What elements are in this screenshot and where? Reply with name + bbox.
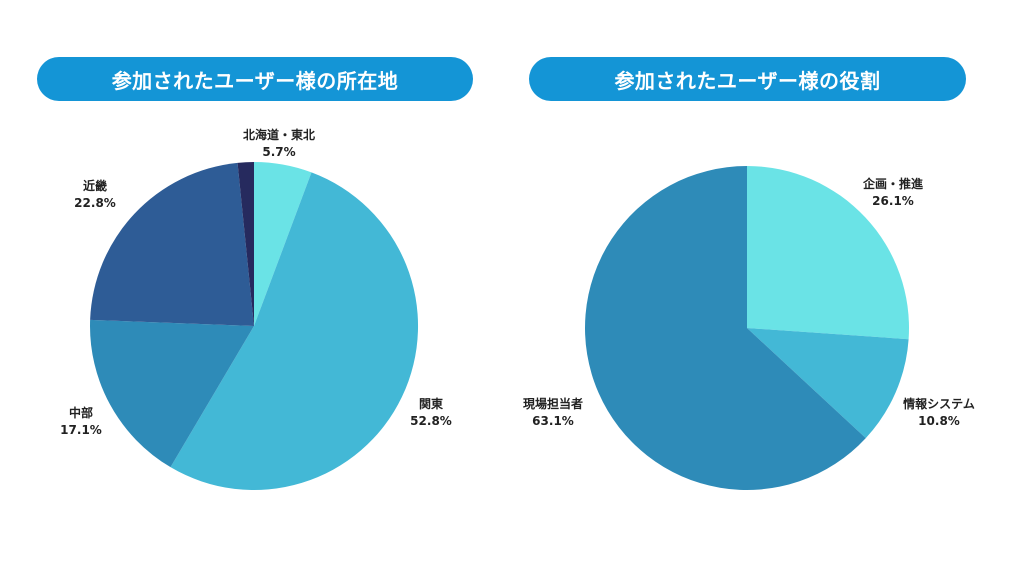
slice-label-chubu: 中部 17.1% [60, 406, 102, 437]
slice-label-hokkaido-tohoku: 北海道・東北 5.7% [242, 128, 316, 159]
location-slice-0 [254, 162, 312, 326]
location-slice-1 [170, 172, 419, 491]
location-pie [90, 162, 419, 491]
location-slice-4 [237, 162, 254, 326]
slice-label-kinki: 近畿 22.8% [74, 179, 116, 210]
slice-label-kanto: 関東 52.8% [410, 397, 452, 428]
slice-label-planning: 企画・推進 26.1% [862, 177, 924, 208]
role-chart-title: 参加されたユーザー様の役割 [529, 57, 966, 101]
role-slice-0 [747, 166, 909, 340]
role-slice-1 [747, 328, 909, 439]
location-slice-3 [90, 162, 255, 326]
slice-label-field-staff: 現場担当者 63.1% [522, 397, 584, 428]
location-chart-title: 参加されたユーザー様の所在地 [37, 57, 473, 101]
location-slice-2 [90, 319, 254, 468]
role-pie [585, 166, 909, 490]
slice-label-info-systems: 情報システム 10.8% [903, 397, 975, 428]
role-slice-2 [585, 166, 866, 490]
